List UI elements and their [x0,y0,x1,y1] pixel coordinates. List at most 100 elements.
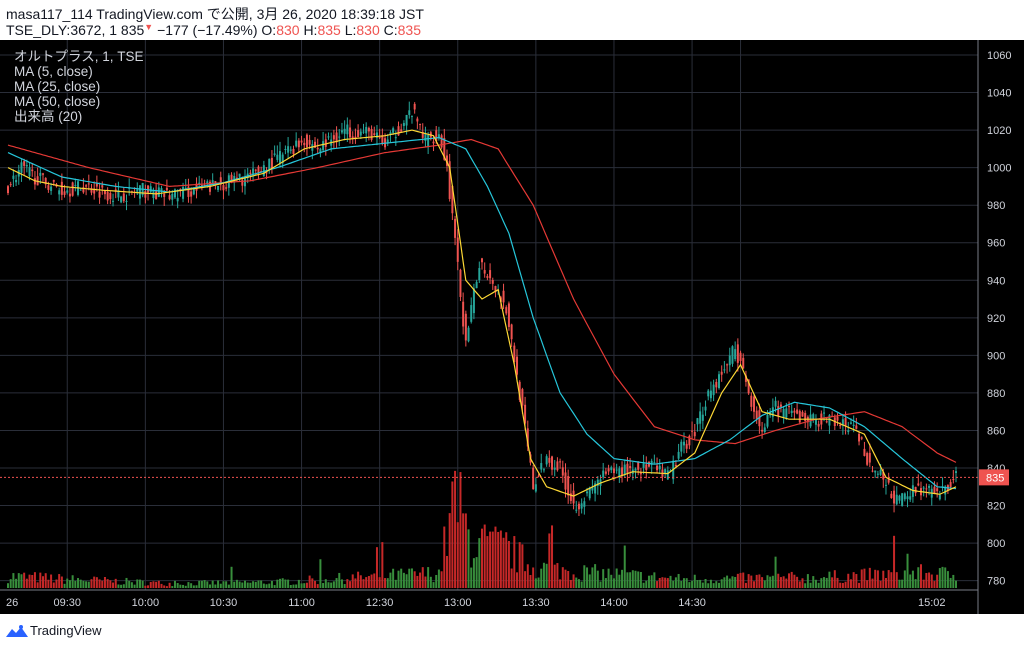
volume-bar [769,576,772,588]
candle-body [828,415,831,426]
candle-body [338,136,341,138]
volume-bar [750,575,753,588]
volume-bar [155,581,158,588]
volume-bar [424,576,427,588]
candle-body [534,484,537,492]
volume-bar [647,575,650,588]
candle-body [682,441,685,446]
volume-bar [332,581,335,588]
legend-ma25[interactable]: MA (25, close) [14,79,101,94]
candle-body [31,169,34,172]
candle-body [182,187,185,199]
candle-body [817,423,820,427]
price-chart[interactable]: 7808008208408608809009209409609801000102… [0,40,1024,614]
volume-bar [739,572,742,588]
candle-body [9,184,12,186]
candle-body [200,185,203,187]
candle-body [887,478,890,483]
volume-bar [260,580,263,588]
candle-body [435,130,438,142]
candle-body [715,381,718,388]
volume-bar [20,574,23,588]
candle-body [747,379,750,394]
volume-bar [542,562,545,588]
candle-body [890,493,893,498]
volume-bar [621,569,624,588]
candle-body [709,390,712,399]
volume-bar [537,577,540,588]
volume-bar [311,578,314,588]
volume-bar [666,578,669,588]
chart-panel[interactable]: 780 800 820 840 860 880 900 920 940 960 980 1000 102… [0,40,1024,614]
volume-bar [235,579,238,588]
volume-bar [933,581,936,588]
volume-bar [305,582,308,588]
candle-body [483,270,486,274]
volume-bar [284,579,287,588]
candle-body [928,485,931,488]
volume-bar [599,581,602,588]
legend-volume[interactable]: 出来高 (20) [14,109,83,124]
candle-body [324,139,327,147]
volume-bar [200,580,203,588]
volume-bar [464,513,467,588]
candle-body [774,400,777,407]
legend-ma50[interactable]: MA (50, close) [14,94,101,109]
legend-ma5[interactable]: MA (5, close) [14,64,93,79]
volume-bar [642,582,645,588]
volume-bar [677,573,680,588]
candle-body [168,195,171,200]
candle-body [879,469,882,475]
candle-body [893,490,896,504]
candle-body [788,406,791,408]
candle-body [949,482,952,488]
volume-bar [12,573,15,588]
candle-body [222,185,225,191]
volume-bar [911,570,914,588]
volume-bar [343,584,346,588]
candle-body [192,187,195,195]
volume-bar [15,578,18,588]
brand-name: TradingView [30,623,102,638]
candle-body [7,186,9,194]
candle-body [244,178,246,187]
volume-bar [494,526,497,588]
candle-body [561,467,564,476]
volume-bar [297,579,300,588]
volume-bar [623,545,626,588]
candle-body [381,135,384,143]
volume-bar [322,583,325,588]
volume-bar [860,569,863,588]
candle-body [217,186,220,190]
volume-bar [758,574,761,588]
volume-bar [917,567,920,588]
volume-bar [489,531,492,588]
volume-bar [270,580,273,588]
candle-body [198,182,201,185]
volume-bar [868,567,871,588]
candle-body [351,136,354,139]
volume-bar [572,574,575,588]
volume-bar [195,585,198,588]
legend-symbol[interactable]: オルトプラス, 1, TSE [14,49,144,64]
volume-bar [777,573,780,588]
candle-body [825,421,828,423]
volume-bar [612,578,615,588]
volume-bar [793,574,796,588]
volume-bar [823,577,826,588]
candle-body [52,180,55,182]
candle-body [734,349,737,360]
volume-bar [922,579,925,588]
volume-bar [833,570,836,588]
volume-bar [919,564,922,588]
time-tick-label: 26 [6,597,18,609]
candle-body [295,140,298,147]
volume-bar [25,578,28,588]
candle-body [335,132,338,143]
candle-body [526,428,529,447]
volume-bar [373,573,376,588]
volume-bar [230,566,233,588]
volume-bar [863,568,866,588]
volume-bar [798,581,801,588]
volume-bar [540,568,543,588]
